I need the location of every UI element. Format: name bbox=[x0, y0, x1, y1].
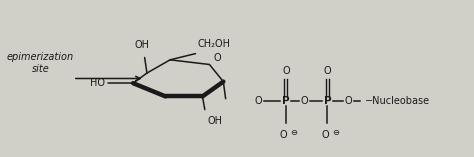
Text: O: O bbox=[301, 96, 308, 106]
Text: P: P bbox=[282, 96, 290, 106]
Text: ⊖: ⊖ bbox=[332, 128, 339, 137]
Text: OH: OH bbox=[207, 116, 222, 126]
Text: O: O bbox=[324, 67, 331, 76]
Text: OH: OH bbox=[135, 40, 150, 50]
Text: −Nucleobase: −Nucleobase bbox=[365, 96, 429, 106]
Text: epimerization
site: epimerization site bbox=[7, 52, 74, 74]
Text: ⊖: ⊖ bbox=[291, 128, 298, 137]
Text: P: P bbox=[324, 96, 331, 106]
Text: HO: HO bbox=[90, 78, 105, 88]
Text: O: O bbox=[254, 96, 262, 106]
Text: O: O bbox=[280, 130, 287, 140]
Text: O: O bbox=[282, 67, 290, 76]
Text: O: O bbox=[213, 53, 221, 63]
Text: CH₂OH: CH₂OH bbox=[198, 39, 231, 49]
Text: O: O bbox=[345, 96, 352, 106]
Text: O: O bbox=[321, 130, 329, 140]
